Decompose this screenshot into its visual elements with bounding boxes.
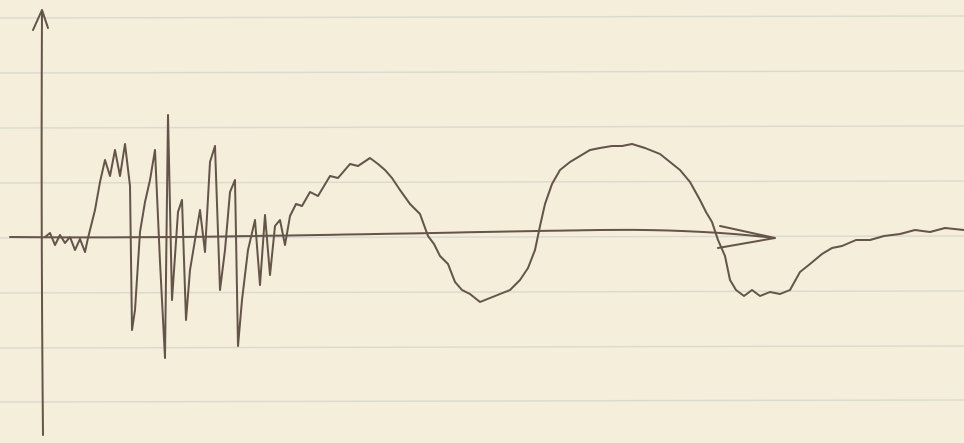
baseline — [9, 225, 776, 249]
ruled-line — [0, 399, 964, 403]
ruled-line — [0, 15, 964, 19]
axis-arrow — [32, 9, 49, 31]
ruled-line — [0, 70, 964, 74]
ruled-line — [0, 125, 964, 129]
ruled-line — [0, 180, 964, 184]
vertical-axis — [40, 11, 44, 436]
waveform — [44, 114, 964, 359]
ruled-line — [0, 345, 964, 349]
